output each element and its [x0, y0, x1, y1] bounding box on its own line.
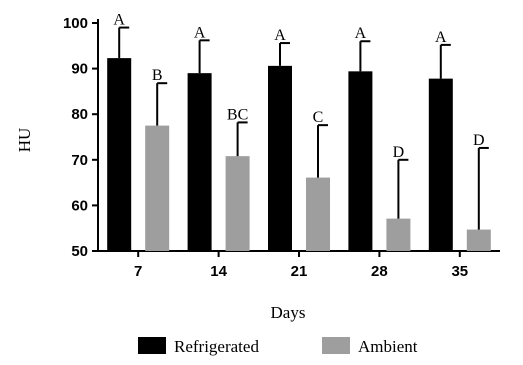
x-tick-label: 28 — [371, 263, 388, 280]
legend: Refrigerated Ambient — [138, 337, 418, 356]
significance-letter: B — [152, 67, 163, 84]
y-tick-label: 60 — [71, 197, 88, 214]
legend-swatch-ambient — [322, 337, 350, 354]
bar-refrigerated — [428, 78, 453, 251]
x-tick-label: 7 — [134, 263, 142, 280]
y-tick-label: 50 — [71, 243, 88, 260]
legend-label-refrigerated: Refrigerated — [174, 337, 259, 356]
bar-ambient — [466, 229, 491, 251]
y-tick-label: 90 — [71, 61, 88, 78]
bar-ambient — [306, 177, 330, 251]
x-tick-label: 21 — [291, 263, 308, 280]
bar-ambient — [225, 156, 250, 251]
significance-letter: BC — [227, 106, 248, 123]
y-tick-label: 70 — [71, 152, 88, 169]
bar-refrigerated — [268, 65, 292, 251]
bar-ambient — [145, 125, 170, 251]
significance-letter: D — [393, 144, 405, 161]
bar-ambient — [386, 218, 411, 251]
significance-letter: A — [435, 29, 447, 46]
significance-letter: A — [274, 27, 286, 44]
bar-refrigerated — [348, 71, 373, 251]
significance-letter: A — [355, 25, 367, 42]
significance-letter: D — [473, 132, 485, 149]
significance-letter: A — [113, 12, 125, 29]
y-axis-title: HU — [15, 128, 34, 153]
y-tick-label: 100 — [63, 15, 88, 32]
significance-letter: C — [313, 109, 324, 126]
legend-swatch-refrigerated — [138, 337, 166, 354]
bar-refrigerated — [187, 73, 212, 251]
y-tick-label: 80 — [71, 106, 88, 123]
plot-area: 50 60 70 80 90 100 7 A B 14 A BC 21 A C 28 A D 35 A D — [63, 12, 500, 280]
bar-refrigerated — [107, 58, 132, 251]
x-axis-title: Days — [271, 303, 306, 322]
legend-label-ambient: Ambient — [358, 337, 418, 356]
x-tick-label: 35 — [451, 263, 468, 280]
significance-letter: A — [194, 24, 206, 41]
x-tick-label: 14 — [210, 263, 227, 280]
